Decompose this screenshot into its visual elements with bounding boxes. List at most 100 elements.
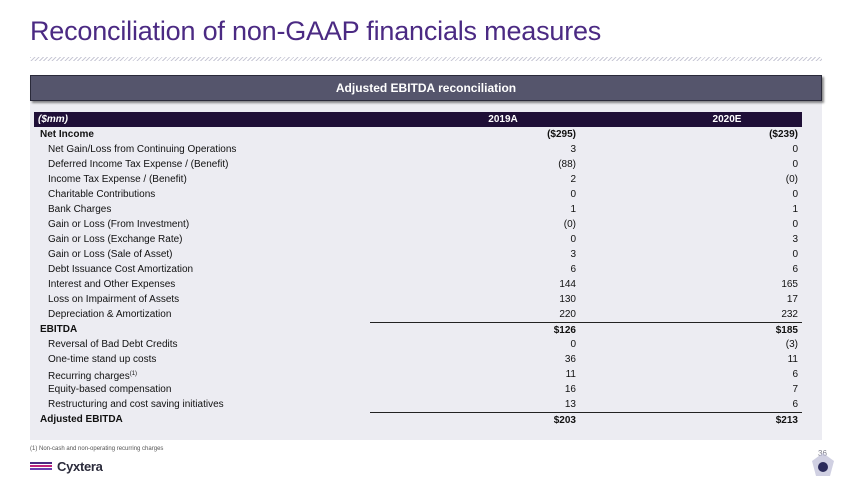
row-label-text: Gain or Loss (Exchange Rate) [48, 234, 183, 245]
value-2019a: 0 [570, 234, 576, 245]
row-label: Loss on Impairment of Assets [34, 292, 370, 307]
value-2020e: 3 [792, 234, 798, 245]
value-2019a: $126 [370, 322, 576, 337]
header-2019a: 2019A [488, 114, 518, 125]
table-row: Gain or Loss (From Investment) (0) 0 [34, 217, 802, 232]
logo-mark-icon [30, 461, 52, 471]
page-title: Reconciliation of non-GAAP financials me… [30, 16, 602, 46]
table-row: Interest and Other Expenses 144 165 [34, 277, 802, 292]
row-label-text: Gain or Loss (Sale of Asset) [48, 249, 173, 260]
row-label-text: Depreciation & Amortization [48, 309, 172, 320]
reconciliation-table: ($mm) 2019A 2020E Net Income ($295) ($239)… [34, 112, 802, 427]
value-2020e: 6 [792, 264, 798, 275]
row-label: Net Gain/Loss from Continuing Operations [34, 142, 370, 157]
row-label: Interest and Other Expenses [34, 277, 370, 292]
row-label-text: Net Income [40, 129, 94, 140]
row-label: Depreciation & Amortization [34, 307, 370, 322]
value-2019a: 3 [570, 249, 576, 260]
row-label: Debt Issuance Cost Amortization [34, 262, 370, 277]
value-2019a: 13 [564, 399, 576, 410]
row-label: Recurring charges(1) [34, 367, 370, 382]
row-label: Gain or Loss (Exchange Rate) [34, 232, 370, 247]
table-row: Gain or Loss (Exchange Rate) 0 3 [34, 232, 802, 247]
value-2020e: 0 [792, 159, 798, 170]
table-header-row: ($mm) 2019A 2020E [34, 112, 802, 127]
value-2020e: $185 [576, 322, 802, 337]
row-label: EBITDA [34, 322, 370, 337]
row-label-text: Recurring charges [48, 371, 130, 382]
value-2019a: $203 [370, 412, 576, 427]
value-2019a: 11 [565, 369, 576, 380]
table-row: Reversal of Bad Debt Credits 0 (3) [34, 337, 802, 352]
value-2020e: ($239) [769, 129, 798, 140]
table-row: Gain or Loss (Sale of Asset) 3 0 [34, 247, 802, 262]
row-label-text: Gain or Loss (From Investment) [48, 219, 190, 230]
table-body: Net Income ($295) ($239) Net Gain/Loss from… [34, 127, 802, 427]
value-2020e: (3) [785, 339, 798, 350]
value-2019a: 144 [559, 279, 576, 290]
value-2020e: 6 [792, 399, 798, 410]
footnote-marker: (1) [129, 371, 138, 377]
table-row: Loss on Impairment of Assets 130 17 [34, 292, 802, 307]
value-2020e: 7 [792, 384, 798, 395]
value-2019a: 1 [570, 204, 576, 215]
value-2020e: 17 [786, 294, 798, 305]
row-label-text: Net Gain/Loss from Continuing Operations [48, 144, 237, 155]
table-row: Bank Charges 1 1 [34, 202, 802, 217]
value-2020e: (0) [785, 174, 798, 185]
value-2020e: 165 [781, 279, 798, 290]
row-label: Bank Charges [34, 202, 370, 217]
footnote: (1) Non-cash and non-operating recurring… [30, 446, 164, 452]
row-label: Charitable Contributions [34, 187, 370, 202]
corner-badge-icon [812, 453, 834, 476]
row-label: Net Income [34, 127, 370, 142]
row-label: Income Tax Expense / (Benefit) [34, 172, 370, 187]
row-label-text: Interest and Other Expenses [48, 279, 176, 290]
row-label: Deferred Income Tax Expense / (Benefit) [34, 157, 370, 172]
table-row: Equity-based compensation 16 7 [34, 382, 802, 397]
row-label-text: One-time stand up costs [48, 354, 157, 365]
row-label-text: Equity-based compensation [48, 384, 172, 395]
value-2020e: 11 [787, 354, 798, 365]
decorative-divider [30, 57, 822, 61]
header-units: ($mm) [38, 114, 69, 125]
value-2020e: 0 [792, 249, 798, 260]
row-label: Reversal of Bad Debt Credits [34, 337, 370, 352]
row-label-text: Debt Issuance Cost Amortization [48, 264, 194, 275]
table-panel [30, 75, 822, 440]
row-label: One-time stand up costs [34, 352, 370, 367]
value-2019a: (88) [558, 159, 576, 170]
row-label-text: Adjusted EBITDA [40, 414, 123, 425]
table-row: Adjusted EBITDA $203 $213 [34, 412, 802, 427]
row-label-text: Bank Charges [48, 204, 112, 215]
value-2020e: $213 [576, 412, 802, 427]
value-2020e: 1 [792, 204, 798, 215]
table-row: Restructuring and cost saving initiative… [34, 397, 802, 412]
row-label-text: EBITDA [40, 324, 78, 335]
value-2019a: 2 [570, 174, 576, 185]
table-row: Debt Issuance Cost Amortization 6 6 [34, 262, 802, 277]
row-label-text: Restructuring and cost saving initiative… [48, 399, 224, 410]
cyxtera-logo: Cyxtera [30, 458, 103, 474]
table-row: Recurring charges(1) 11 6 [34, 367, 802, 382]
row-label-text: Income Tax Expense / (Benefit) [48, 174, 187, 185]
value-2020e: 0 [792, 189, 798, 200]
value-2020e: 0 [792, 144, 798, 155]
logo-text: Cyxtera [57, 458, 103, 474]
table-row: EBITDA $126 $185 [34, 322, 802, 337]
table-row: Depreciation & Amortization 220 232 [34, 307, 802, 322]
table-row: Net Gain/Loss from Continuing Operations… [34, 142, 802, 157]
row-label-text: Loss on Impairment of Assets [48, 294, 180, 305]
table-row: Net Income ($295) ($239) [34, 127, 802, 142]
row-label: Gain or Loss (Sale of Asset) [34, 247, 370, 262]
value-2019a: 3 [570, 144, 576, 155]
value-2019a: (0) [563, 219, 576, 230]
value-2019a: 0 [570, 339, 576, 350]
row-label: Adjusted EBITDA [34, 412, 370, 427]
value-2020e: 232 [781, 309, 798, 320]
row-label-text: Charitable Contributions [48, 189, 156, 200]
row-label: Equity-based compensation [34, 382, 370, 397]
value-2020e: 6 [792, 369, 798, 380]
table-row: Deferred Income Tax Expense / (Benefit) (… [34, 157, 802, 172]
row-label: Gain or Loss (From Investment) [34, 217, 370, 232]
